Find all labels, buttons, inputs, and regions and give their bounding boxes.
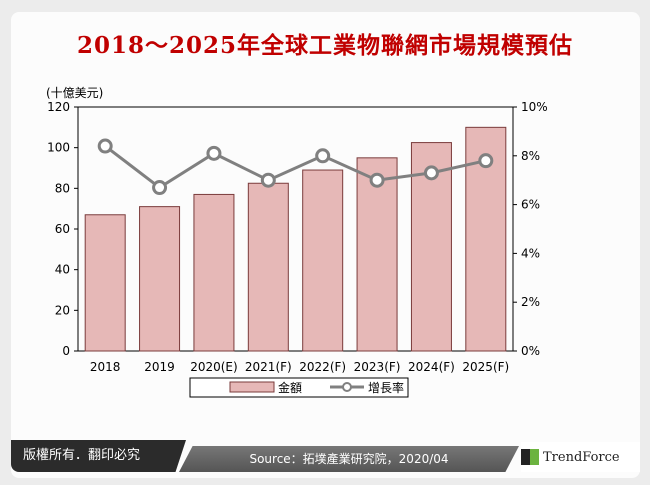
x-tick-label: 2025(F) <box>462 360 509 374</box>
y-tick-label: 0 <box>62 344 70 358</box>
x-tick-label: 2021(F) <box>245 360 292 374</box>
bar-2022(F) <box>302 169 344 352</box>
y-tick-label: 20 <box>55 303 70 317</box>
bar-2018 <box>84 214 126 352</box>
growth-point-2023(F) <box>369 172 385 188</box>
legend-bar-label: 金額 <box>278 380 302 395</box>
growth-point-2019 <box>152 180 168 196</box>
trendforce-logo: TrendForce <box>521 442 640 472</box>
growth-point-2018 <box>97 138 113 154</box>
y2-tick-label: 6% <box>521 198 540 212</box>
y-tick-label: 60 <box>55 222 70 236</box>
y2-tick-label: 4% <box>521 246 540 260</box>
y2-tick-label: 10% <box>521 100 548 114</box>
y2-tick-label: 0% <box>521 344 540 358</box>
y-tick-label: 100 <box>47 141 70 155</box>
legend-line-marker <box>342 382 352 392</box>
growth-point-2024(F) <box>423 165 439 181</box>
growth-point-2022(F) <box>315 148 331 164</box>
x-tick-label: 2018 <box>90 360 121 374</box>
chart-title: 2018～2025年全球工業物聯網市場規模預估 <box>76 32 574 59</box>
legend-bar-swatch <box>229 381 275 393</box>
y-tick-label: 40 <box>55 263 70 277</box>
x-tick-label: 2020(E) <box>190 360 237 374</box>
y2-tick-label: 8% <box>521 149 540 163</box>
x-tick-label: 2022(F) <box>299 360 346 374</box>
footer: 版權所有．翻印必究 Source：拓墣產業研究院，2020/04 TrendFo… <box>11 440 640 472</box>
y-tick-label: 80 <box>55 181 70 195</box>
y-unit-label: (十億美元) <box>46 86 103 100</box>
bar-2023(F) <box>356 157 398 352</box>
growth-point-2025(F) <box>478 153 494 169</box>
logo-text: TrendForce <box>543 449 620 465</box>
x-tick-label: 2024(F) <box>408 360 455 374</box>
y2-tick-label: 2% <box>521 295 540 309</box>
x-tick-label: 2023(F) <box>354 360 401 374</box>
bar-2020(E) <box>193 193 235 352</box>
x-tick-label: 2019 <box>144 360 175 374</box>
growth-point-2021(F) <box>260 172 276 188</box>
chart: (十億美元) 0 20 40 60 80 100 120 0% 2% 4% 6% 8% 10% 2018 20… <box>46 86 548 398</box>
copyright: 版權所有．翻印必究 <box>11 440 186 472</box>
source: Source：拓墣產業研究院，2020/04 <box>179 446 519 472</box>
legend-line-label: 增長率 <box>368 380 404 395</box>
logo-icon <box>521 449 539 465</box>
bar-2024(F) <box>410 142 452 352</box>
y-tick-label: 120 <box>47 100 70 114</box>
bar-2019 <box>139 206 181 352</box>
bar-2021(F) <box>247 182 289 352</box>
growth-line <box>104 144 487 190</box>
growth-point-2020(E) <box>206 145 222 161</box>
